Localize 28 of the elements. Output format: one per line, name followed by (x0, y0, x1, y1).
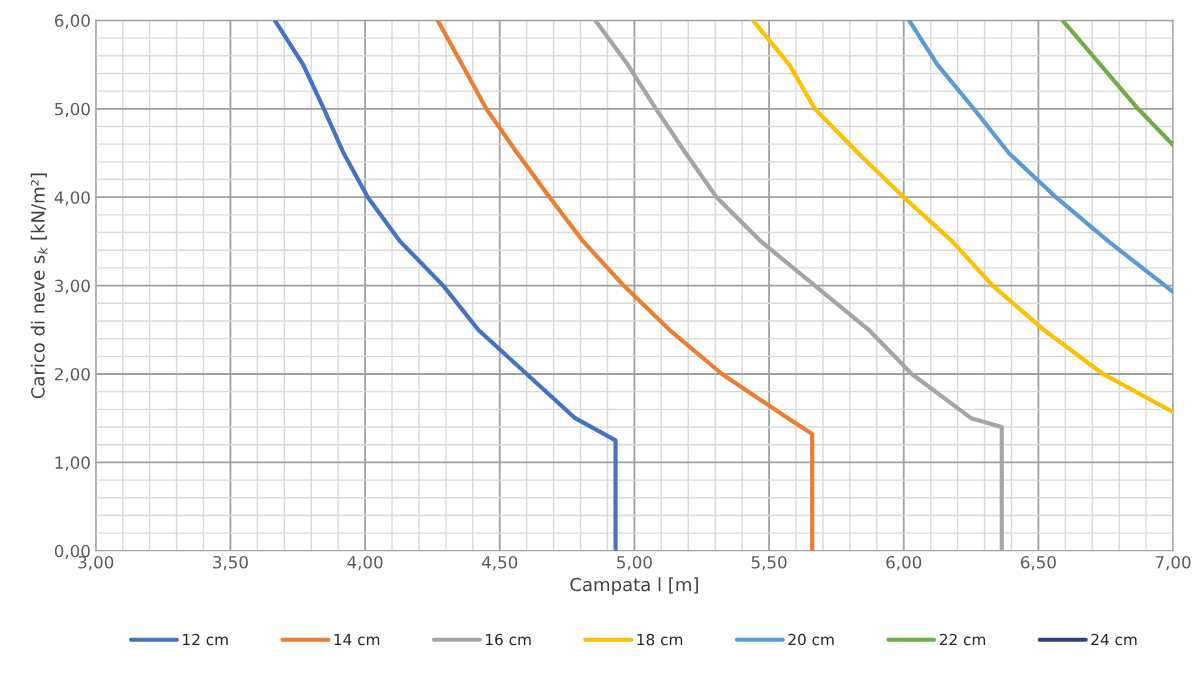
legend-label: 16 cm (486, 633, 531, 646)
line-series (1060, 20, 1174, 148)
legend-label: 18 cm (637, 633, 683, 646)
x-tick-label: 6,50 (1021, 555, 1056, 571)
legend-label: 14 cm (334, 633, 380, 646)
y-tick-label: 1,00 (55, 456, 90, 471)
line-series (272, 20, 618, 551)
y-axis-title: Carico di neve s$_{k}$ [kN/m²] (30, 173, 48, 399)
y-tick-label: 6,00 (54, 14, 90, 29)
x-tick-label: 4,50 (482, 555, 518, 571)
y-tick-label: 4,00 (54, 191, 90, 206)
legend-label: 12 cm (183, 633, 228, 646)
y-tick-label: 3,00 (55, 279, 90, 294)
x-tick-label: 4,00 (347, 555, 383, 571)
x-tick-label: 7,00 (1155, 555, 1191, 571)
x-tick-label: 5,50 (751, 555, 787, 571)
y-tick-label: 5,00 (55, 102, 90, 118)
line-series (750, 20, 1174, 415)
legend-label: 22 cm (939, 633, 986, 646)
legend-label: 20 cm (788, 633, 834, 646)
line-series (907, 20, 1174, 294)
legend-label: 24 cm (1091, 633, 1137, 646)
y-tick-label: 2,00 (55, 367, 90, 383)
x-tick-label: 3,50 (213, 555, 248, 571)
line-series (435, 20, 815, 551)
x-tick-label: 5,00 (617, 555, 652, 571)
x-tick-label: 6,00 (886, 555, 922, 571)
x-axis-title: Campata l [m] (570, 577, 698, 595)
